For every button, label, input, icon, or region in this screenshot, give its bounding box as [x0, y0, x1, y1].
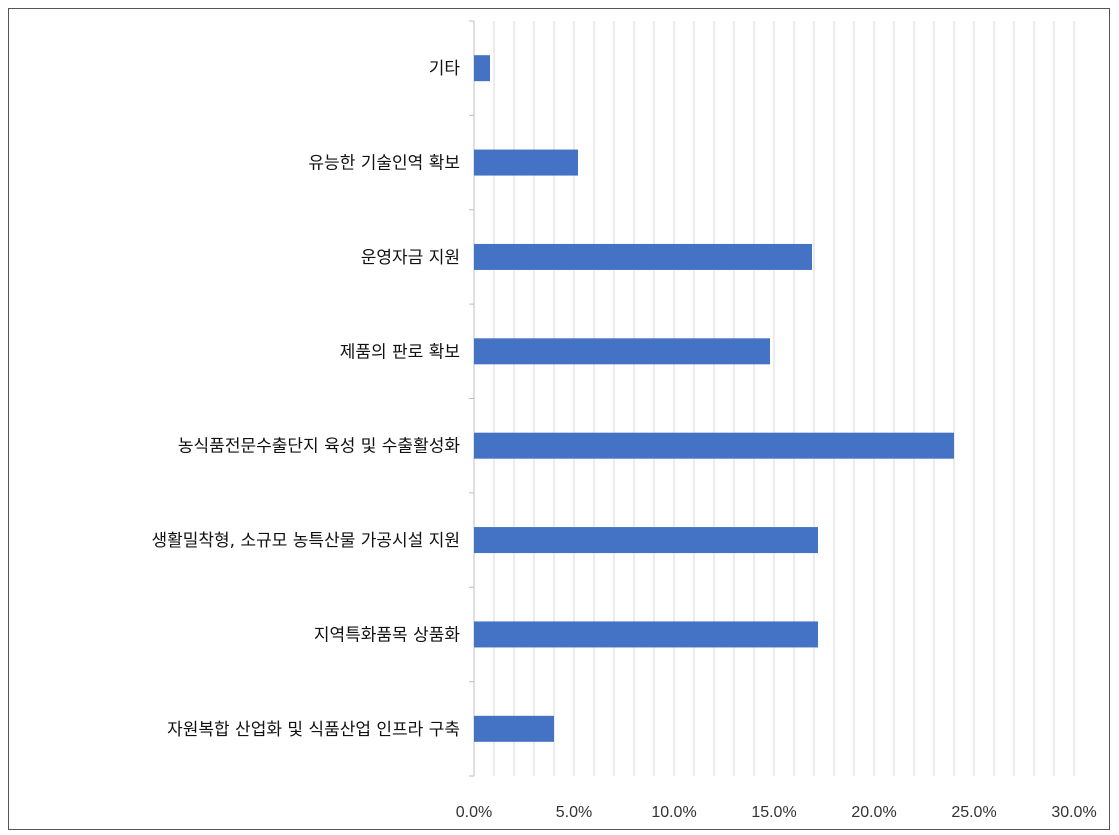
- category-label: 제품의 판로 확보: [340, 342, 460, 362]
- x-tick-label: 0.0%: [456, 804, 492, 821]
- bar: [474, 621, 818, 648]
- category-label: 농식품전문수출단지 육성 및 수출활성화: [178, 437, 460, 457]
- bar: [474, 338, 770, 365]
- bar: [474, 432, 954, 459]
- category-label: 운영자금 지원: [361, 248, 460, 268]
- y-axis-ticks: [469, 20, 474, 777]
- bars: [474, 55, 954, 742]
- grid-lines: [493, 21, 1075, 776]
- x-tick-label: 5.0%: [556, 804, 592, 821]
- category-label: 기타: [429, 59, 461, 79]
- x-tick-labels: 0.0% 5.0% 10.0% 15.0% 20.0% 25.0% 30.0%: [456, 804, 1097, 821]
- x-tick-label: 20.0%: [851, 804, 896, 821]
- bar: [474, 243, 812, 270]
- bar: [474, 149, 578, 176]
- category-label: 생활밀착형, 소규모 농특산물 가공시설 지원: [151, 531, 460, 551]
- x-tick-label: 10.0%: [651, 804, 696, 821]
- x-tick-label: 25.0%: [951, 804, 996, 821]
- bar: [474, 527, 818, 554]
- category-label: 자원복합 산업화 및 식품산업 인프라 구축: [167, 720, 460, 740]
- x-tick-label: 15.0%: [751, 804, 796, 821]
- x-tick-label: 30.0%: [1051, 804, 1096, 821]
- category-label: 지역특화품목 상품화: [314, 625, 461, 645]
- bar: [474, 55, 490, 82]
- category-label: 유능한 기술인역 확보: [308, 154, 460, 174]
- bar: [474, 715, 554, 742]
